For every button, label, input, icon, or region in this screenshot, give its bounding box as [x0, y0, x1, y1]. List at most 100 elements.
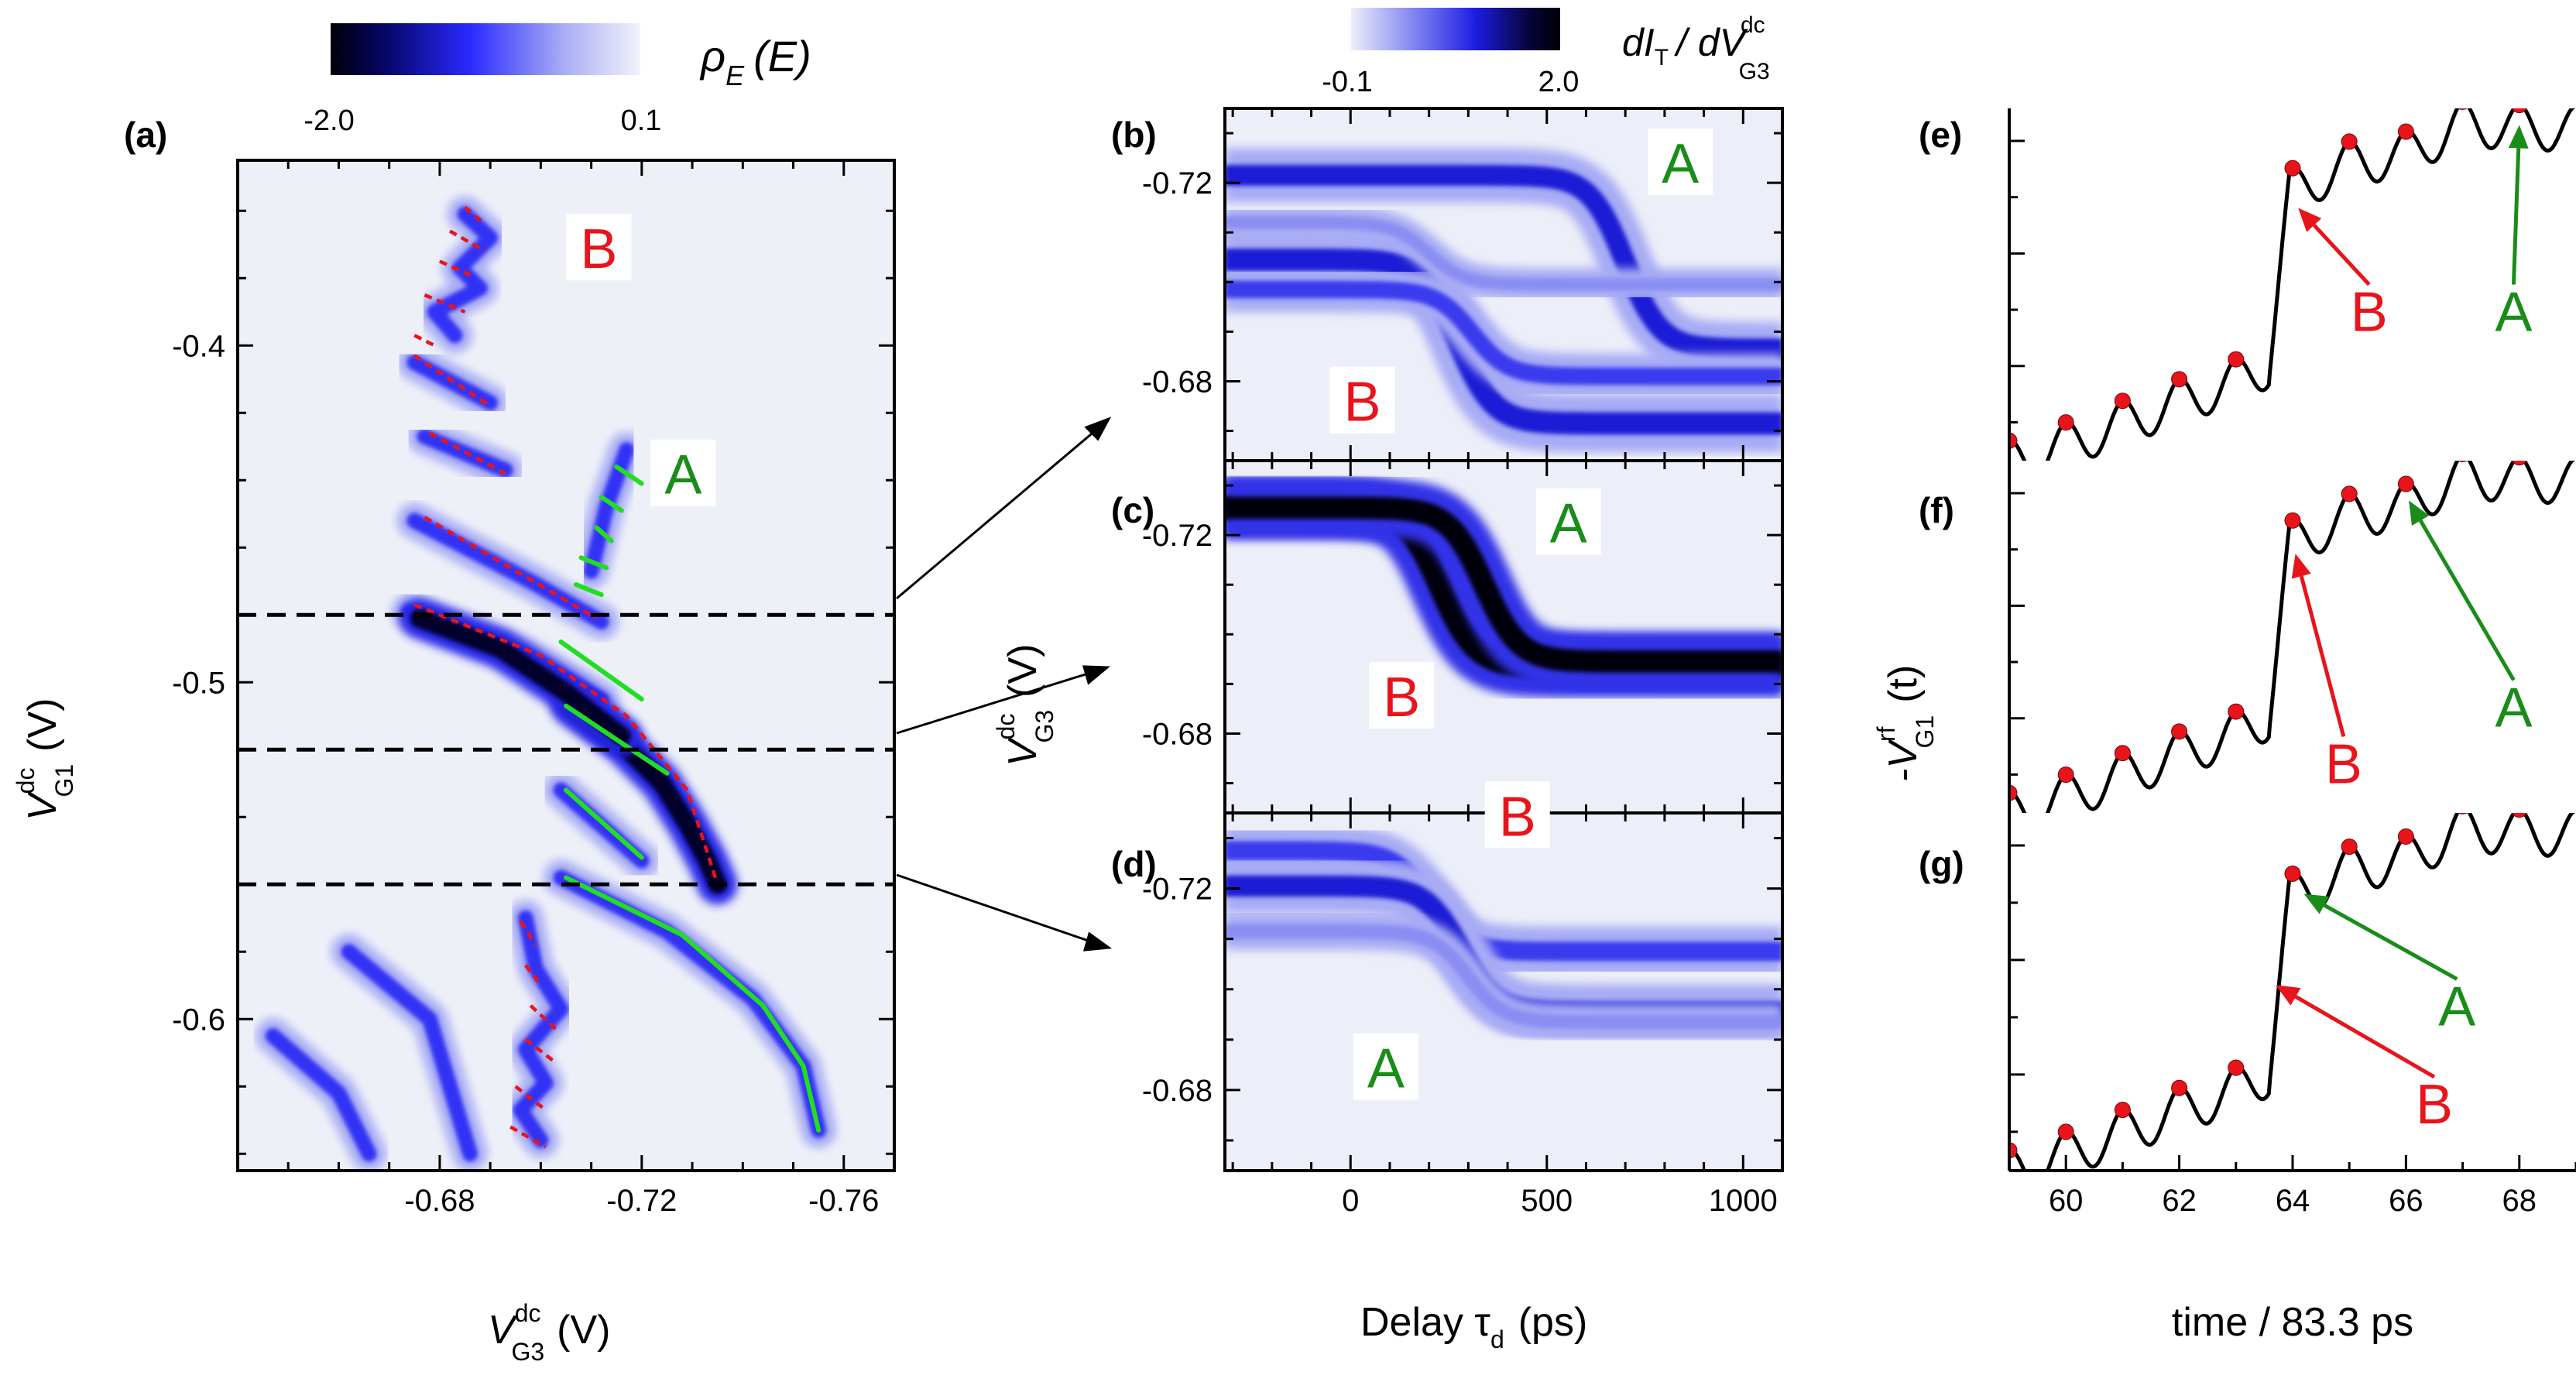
x-tick-label: 500 [1521, 1184, 1573, 1218]
annotation-arrowhead-B [2298, 207, 2322, 232]
sample-point [2228, 1059, 2245, 1076]
x-tick-label: -0.76 [808, 1184, 879, 1218]
annotation-arrow-B [2294, 995, 2436, 1079]
sample-point [2397, 123, 2414, 140]
connector-b-head [1084, 417, 1112, 441]
colorbar-b-gradient [1351, 8, 1560, 50]
panel-a-label: (a) [124, 115, 167, 155]
sample-point [2228, 703, 2245, 720]
annotation-label-B: B [1499, 786, 1536, 848]
panel-a-ylabel-sup: dc [12, 768, 39, 794]
annotation-label-A: A [1550, 493, 1587, 555]
panel-g-label: (g) [1919, 844, 1964, 884]
red-guide [519, 920, 537, 946]
sample-point [2009, 784, 2018, 801]
y-tick-label: -0.68 [1142, 365, 1213, 399]
sample-point [2171, 723, 2188, 740]
colorbar-b-title-sep: / dV [1674, 21, 1749, 64]
panel-a-ticks: -0.4 -0.5 -0.6 -0.68 -0.72 -0.76 [172, 160, 896, 1218]
ridge-core [341, 944, 478, 1162]
annotation-box-B [566, 214, 632, 281]
trace-core [1225, 841, 1782, 962]
panel-e-label: (e) [1919, 115, 1962, 155]
panel-f-ticks [2008, 461, 2025, 813]
panel-a-ylabel-unit: (V) [20, 698, 65, 752]
trace-core [1225, 249, 1782, 435]
annotation-arrow-A [2419, 520, 2516, 681]
annotation-box-A [1535, 488, 1601, 555]
x-tick-label: -0.68 [404, 1184, 475, 1218]
x-tick-label: 68 [2502, 1184, 2537, 1218]
panel-a-xlabel-sub: G3 [511, 1338, 544, 1366]
colorbar-b-title-sub2: G3 [1739, 59, 1770, 84]
colorbar-b-title-sup: dc [1741, 12, 1765, 38]
panel-f-ylabel-sup: rf [1872, 726, 1900, 742]
y-tick-label: -0.72 [1142, 519, 1213, 553]
panel-c-label: (c) [1111, 490, 1154, 530]
x-tick-label: 0 [1342, 1184, 1359, 1218]
y-tick-label: -0.68 [1142, 1074, 1213, 1108]
colorbar-a-title-sub: E [725, 60, 745, 91]
sample-point [2009, 432, 2018, 449]
green-guide [564, 875, 822, 1133]
x-tick-label: 60 [2049, 1184, 2084, 1218]
x-tick-label: -0.72 [606, 1184, 677, 1218]
panel-d-xlabel: Delay τd (ps) [1360, 1300, 1587, 1353]
sample-point [2341, 133, 2358, 150]
panel-f: BA (f) -Vrf G1(t) [1872, 461, 2576, 813]
panel-f-annotations: BA [2291, 500, 2532, 795]
sample-point [2057, 766, 2074, 784]
sample-point [2458, 461, 2468, 462]
panel-c-annotations: AB [1369, 488, 1601, 729]
ridge-core [553, 782, 650, 869]
annotation-box-B [1369, 662, 1435, 729]
colorbar-a-min-label: -2.0 [304, 105, 354, 137]
annotation-arrowhead-A [2508, 125, 2529, 149]
colorbar-a-title: ρE (E) [699, 32, 811, 91]
panel-c-traces [1225, 476, 1782, 698]
sample-point [2171, 1079, 2188, 1096]
panel-f-ylabel-sub: G1 [1911, 715, 1939, 749]
panel-g-ticks: 60 62 64 66 68 [2008, 813, 2576, 1218]
annotation-label-A: A [664, 444, 701, 506]
panel-a-xlabel-sup: dc [515, 1299, 541, 1327]
panel-d-xlabel-main: Delay τ [1360, 1300, 1490, 1345]
trace-core [1225, 280, 1782, 386]
panel-d-xlabel-sub: d [1490, 1325, 1504, 1353]
sample-point [2458, 108, 2468, 110]
sample-point [2057, 414, 2074, 431]
annotation-arrowhead-B [2276, 985, 2301, 1006]
x-tick-label: 66 [2389, 1184, 2423, 1218]
annotation-label-A: A [2495, 677, 2532, 739]
panel-c-ylabel-sub: G3 [1031, 710, 1058, 743]
trace-core [1225, 216, 1782, 291]
panel-a-xlabel-main: V [488, 1308, 518, 1353]
colorbar-a-title-sym: ρ [699, 32, 725, 81]
colorbar-b-title: dIT / dVdc G3 [1622, 12, 1770, 84]
annotation-label-B: B [1383, 667, 1420, 729]
annotation-arrowhead-B [2291, 554, 2311, 579]
panel-a-xlabel-unit: (V) [557, 1308, 610, 1353]
green-guide [594, 525, 614, 544]
red-guide [514, 1085, 547, 1112]
ridge-core [427, 206, 499, 344]
annotation-label-A: A [1367, 1038, 1405, 1100]
panel-f-ylabel: -Vrf G1 (t) [1872, 665, 1939, 782]
panel-a-red-guides [413, 206, 719, 1149]
sample-point [2009, 1142, 2018, 1159]
sample-point [2512, 813, 2527, 818]
panel-d-traces [1225, 825, 1782, 1170]
sample-point [2057, 1123, 2074, 1140]
red-guide [524, 1037, 557, 1065]
panel-a-annotations: BA [566, 214, 716, 506]
panel-f-ylabel-main: -V [1881, 739, 1926, 782]
connector-c [896, 669, 1099, 735]
red-guide [529, 1004, 557, 1030]
sample-point [2458, 813, 2468, 814]
panel-a-ylabel-sub: G1 [50, 764, 78, 797]
colorbar-a-gradient [331, 23, 640, 75]
red-guide [509, 1125, 547, 1149]
connector-b [896, 424, 1102, 600]
trace-core [1225, 165, 1782, 360]
